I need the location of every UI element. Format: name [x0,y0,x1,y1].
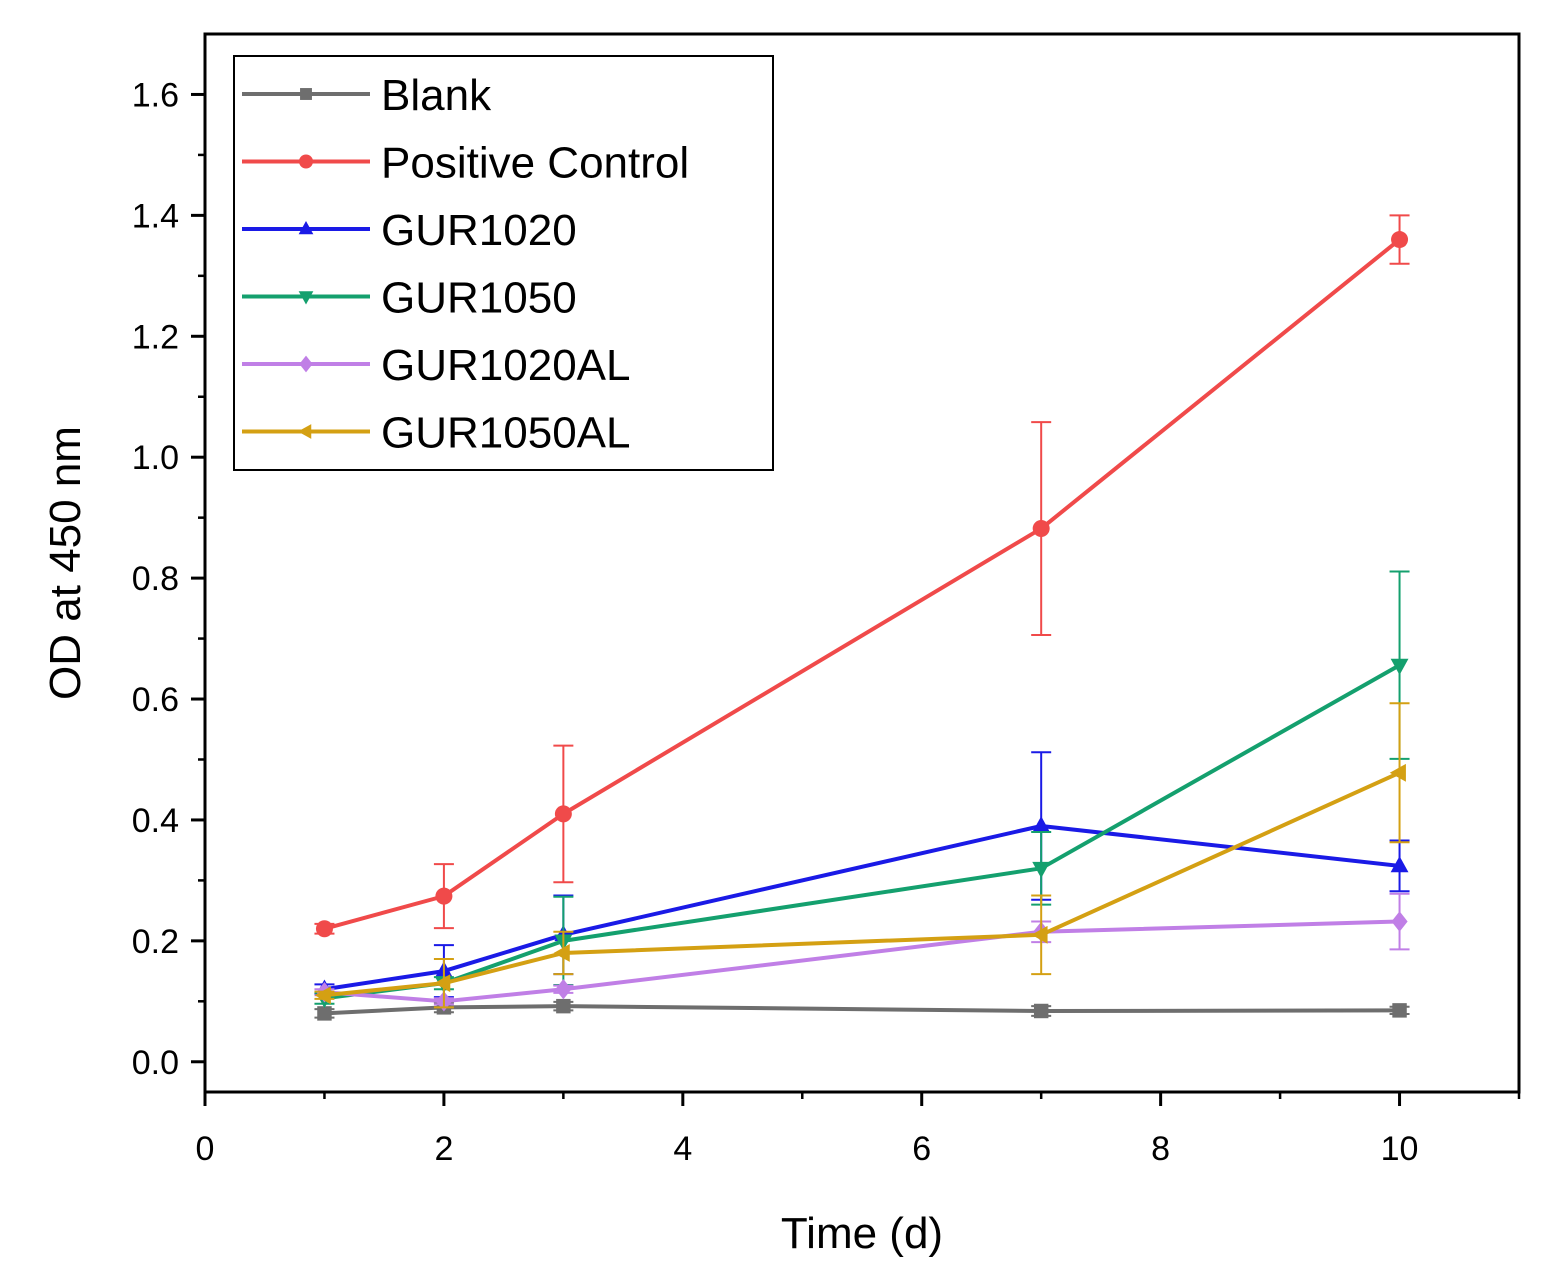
data-point [1392,1003,1407,1018]
x-tick-label: 0 [196,1130,215,1168]
data-point [1389,763,1406,782]
data-point [434,974,451,993]
series-layer [314,214,1410,1021]
data-point [554,805,572,823]
y-tick-label: 1.6 [132,76,179,114]
y-tick-label: 1.0 [132,439,179,477]
series-line [324,823,1400,992]
data-point [556,998,571,1014]
legend-box [233,55,774,471]
legend-swatch-marker [298,220,314,235]
y-tick-label: 0.6 [132,681,179,719]
series-gur1050al [314,702,1410,1009]
legend-swatch-marker [299,355,313,373]
series-line [324,1004,1400,1016]
x-tick-label: 2 [434,1130,453,1168]
series-line [324,770,1401,998]
y-tick-label: 1.4 [132,197,179,235]
x-tick-label: 6 [912,1130,931,1168]
legend-label: Positive Control [381,139,689,188]
series-gur1020 [314,751,1410,999]
legend-swatch-marker [298,291,314,305]
y-axis: 0.0 0.2 0.4 0.6 0.8 1.0 1.2 1.4 1.6 [132,76,205,1082]
data-point [435,887,453,905]
x-tick-label: 8 [1151,1130,1170,1168]
data-point [1390,856,1409,873]
legend: Blank Positive Control GUR1020 GUR1050 GUR10… [233,55,774,471]
legend-label: GUR1020AL [381,341,630,390]
y-tick-label: 0.4 [132,802,179,840]
data-point [317,1006,332,1021]
data-point [1391,231,1409,249]
data-point [1032,520,1050,538]
data-point [553,944,570,962]
y-tick-label: 0.0 [132,1044,179,1082]
data-point [1033,1003,1049,1019]
data-point [1032,816,1051,833]
legend-swatch-marker [297,424,312,439]
data-point [315,920,333,938]
legend-label: Blank [381,71,492,120]
plot-frame [203,32,1521,1094]
data-point [555,979,572,1000]
x-axis-title: Time (d) [781,1209,943,1258]
y-tick-label: 0.2 [132,923,179,961]
y-tick-label: 0.8 [132,560,179,598]
legend-swatch-marker [300,88,312,100]
legend-item: GUR1050AL [242,409,630,458]
series-gur1020al [314,892,1410,1012]
series-line [324,919,1400,1004]
legend-label: GUR1050AL [381,409,630,458]
legend-item: GUR1050 [242,274,577,323]
legend-item: GUR1020AL [242,341,630,390]
data-point [1031,925,1048,944]
series-positive-control [314,214,1410,938]
legend-item: Blank [242,71,492,120]
data-point [1391,911,1408,932]
legend-swatch-marker [299,154,313,169]
series-blank [314,998,1410,1021]
y-tick-label: 1.2 [132,318,179,356]
legend-item: GUR1020 [242,206,577,255]
legend-label: GUR1020 [381,206,577,255]
x-tick-label: 4 [673,1130,692,1168]
series-line [324,663,1401,1001]
x-tick-label: 10 [1381,1130,1419,1168]
legend-item: Positive Control [242,139,689,188]
legend-label: GUR1050 [381,274,577,323]
y-axis-title: OD at 450 nm [41,426,90,700]
data-point [1390,658,1409,675]
data-point [1032,861,1051,879]
x-axis: 0 2 4 6 8 10 [196,1092,1521,1168]
data-point [314,986,331,1005]
